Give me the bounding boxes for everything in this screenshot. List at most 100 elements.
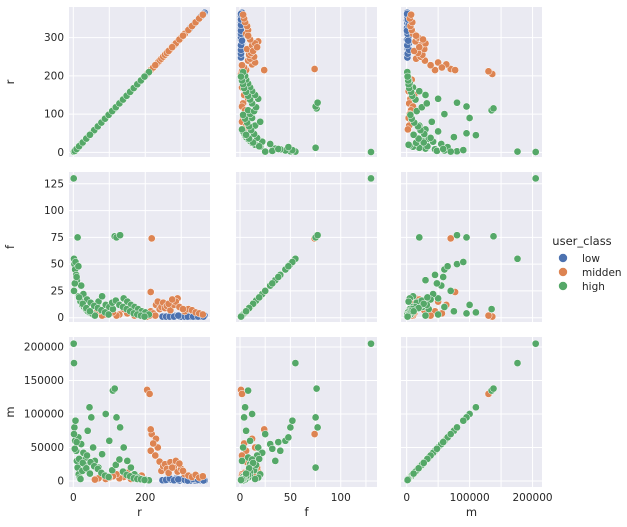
point-high [104,310,113,319]
point-midden [446,234,455,243]
point-high [254,443,263,452]
legend-label-midden: midden [582,267,622,279]
point-high [472,403,480,412]
point-high [82,464,91,473]
x-axis-label-m: m [466,505,477,519]
x-tick-label-f: 50 [284,492,297,504]
panel-m-vs-m: 0 100000 200000 m [401,337,553,519]
y-tick-label-f: 75 [51,232,64,244]
point-high [415,233,424,242]
y-tick-label-r: 100 [44,109,64,121]
x-tick-label-m: 200000 [513,492,553,504]
point-high [238,457,246,465]
point-high [453,98,461,107]
point-high [242,426,250,435]
point-high [409,469,418,478]
point-high [73,233,82,242]
point-midden [146,288,155,296]
point-high [412,107,421,115]
point-high [71,416,80,425]
point-high [414,464,423,473]
point-high [110,384,119,393]
point-midden [404,125,412,134]
point-high [427,117,436,126]
point-midden [179,467,187,475]
panel-f-vs-m [401,172,542,322]
point-high [140,312,149,321]
point-high [239,443,247,452]
point-midden [168,43,177,52]
point-high [87,413,96,422]
point-high [85,403,94,412]
legend-marker-high [558,281,568,291]
point-high [421,91,430,99]
point-midden [149,439,158,448]
point-high [261,147,270,156]
point-high [268,444,277,453]
point-high [440,110,449,118]
point-high [409,130,418,139]
x-tick-label-f: 0 [237,492,244,504]
point-midden [415,43,424,52]
point-high [450,307,458,316]
y-axis-label-m: m [3,406,17,417]
point-high [472,308,480,317]
x-tick-label-m: 0 [403,492,410,504]
point-high [266,140,275,148]
point-high [291,359,300,367]
point-high [237,312,245,321]
point-high [238,125,246,134]
point-high [98,292,106,301]
point-high [423,293,432,302]
panel-m-vs-f: 0 50 100 f [236,337,377,519]
point-midden [198,10,207,19]
point-high [462,129,471,138]
point-high [271,457,280,465]
panel-r-vs-m [401,7,542,157]
point-midden [145,390,154,398]
point-midden [175,459,184,468]
point-high [404,140,413,149]
point-high [74,262,83,271]
point-high [367,174,375,183]
point-low [404,36,413,45]
y-tick-label-f: 50 [51,259,64,271]
point-midden [419,35,427,44]
point-high [513,147,522,156]
point-high [70,359,78,367]
point-high [472,131,480,140]
panels-layer: 0100200300r0255075100125f050000100000150… [3,7,553,519]
point-high [313,98,322,107]
x-tick-label-r: 200 [135,492,155,504]
point-high [513,254,522,263]
y-tick-label-f: 25 [51,285,64,297]
point-low [174,475,183,484]
point-high [72,273,81,281]
legend: user_class low midden high [552,234,621,293]
point-high [237,72,245,81]
point-high [268,279,277,288]
point-midden [310,430,319,438]
point-high [415,87,424,96]
point-high [465,114,474,122]
point-high [70,287,78,295]
point-high [69,174,78,183]
point-high [419,138,428,147]
point-high [404,297,413,306]
point-high [313,423,322,432]
point-high [434,94,442,103]
point-high [70,430,78,438]
point-high [431,271,439,279]
point-high [421,276,430,285]
point-midden [147,234,156,243]
point-high [116,423,124,432]
point-high [284,262,293,271]
point-midden [146,425,155,434]
point-high [406,111,415,119]
panel-r-vs-r: 0 100 200 300 r [3,7,210,159]
point-midden [431,66,439,74]
point-high [127,463,135,472]
point-midden [484,311,493,320]
point-high [462,233,471,242]
point-high [76,475,85,483]
